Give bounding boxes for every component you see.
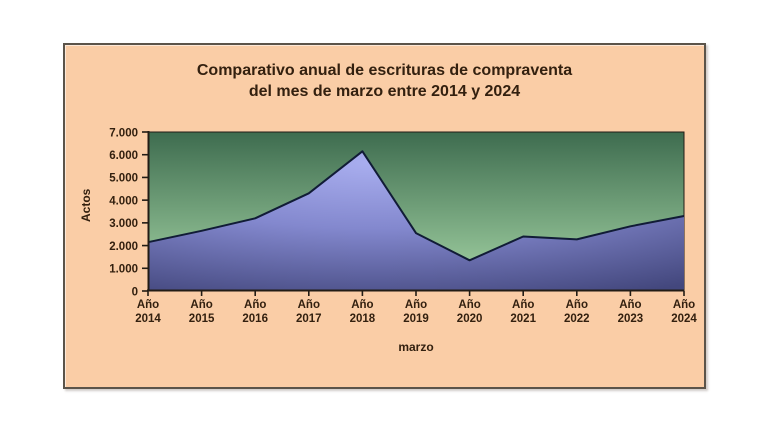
chart-title: Comparativo anual de escrituras de compr… (65, 60, 704, 102)
y-tick-label: 0 (132, 286, 138, 298)
chart-title-line2: del mes de marzo entre 2014 y 2024 (248, 83, 521, 100)
x-category-label: Año 2016 (242, 299, 268, 325)
y-tick-label: 3.000 (109, 218, 138, 230)
chart-title-line1: Comparativo anual de escrituras de compr… (196, 62, 573, 79)
y-tick-label: 4.000 (109, 195, 138, 207)
x-category-label: Año 2018 (350, 299, 376, 325)
x-category-label: Año 2017 (296, 299, 322, 325)
y-axis-title: Actos (79, 188, 93, 222)
x-category-label: Año 2019 (403, 299, 429, 325)
axis-tick-labels: 0 1.000 2.000 3.000 4.000 5.000 6.000 7.000 Año 2… (109, 127, 697, 325)
y-tick-label: 7.000 (109, 127, 138, 139)
x-category-label: Año 2023 (618, 299, 644, 325)
x-axis-title: marzo (398, 340, 434, 354)
x-category-label: Año 2015 (189, 299, 215, 325)
axes-and-ticks (142, 131, 685, 296)
y-tick-label: 1.000 (109, 264, 138, 276)
area-series-fill (148, 151, 684, 291)
y-tick-label: 6.000 (109, 150, 138, 162)
area-chart-plot: 0 1.000 2.000 3.000 4.000 5.000 6.000 7.000 Año 2… (109, 127, 697, 325)
chart-container: Comparativo anual de escrituras de compr… (63, 43, 706, 389)
x-category-label: Año 2020 (457, 299, 483, 325)
series-line (147, 150, 685, 262)
x-category-label: Año 2014 (135, 299, 161, 325)
y-tick-label: 5.000 (109, 173, 138, 185)
x-category-label: Año 2022 (564, 299, 590, 325)
x-category-label: Año 2021 (510, 299, 536, 325)
x-category-label: Año 2024 (671, 299, 697, 325)
y-tick-label: 2.000 (109, 241, 138, 253)
